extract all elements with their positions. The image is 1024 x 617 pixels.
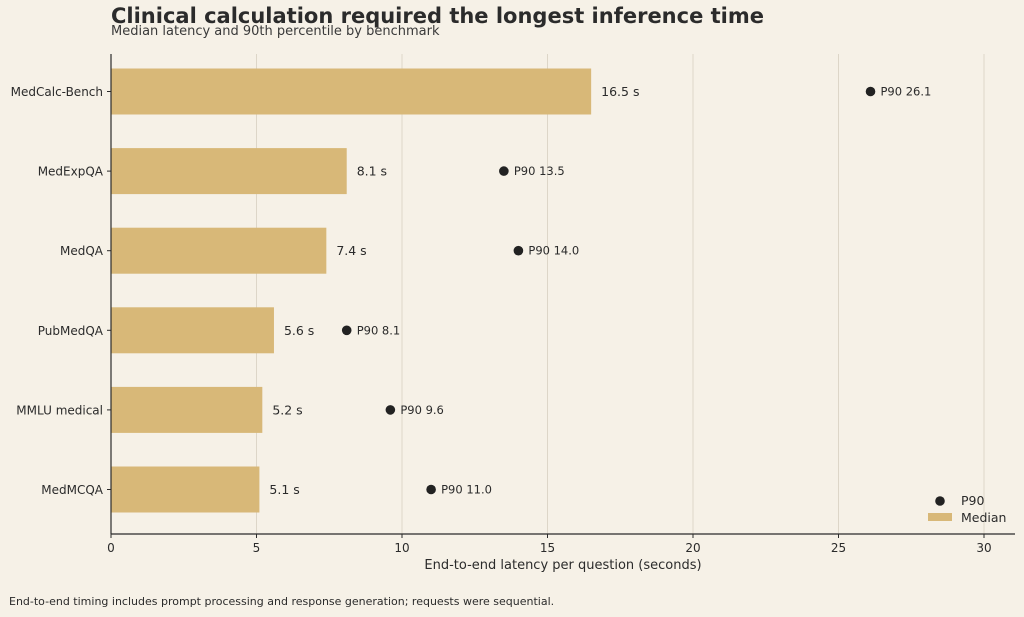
- point-value-label: P90 14.0: [528, 244, 579, 258]
- chart-subtitle: Median latency and 90th percentile by be…: [111, 24, 440, 39]
- x-tick-label: 15: [540, 541, 555, 555]
- point-value-label: P90 9.6: [400, 403, 444, 417]
- bar-median: [111, 68, 592, 115]
- bar-value-label: 16.5 s: [601, 84, 639, 99]
- bar-median: [111, 386, 263, 433]
- bar-value-label: 5.2 s: [272, 402, 302, 417]
- legend: P90 Median: [928, 493, 1006, 525]
- y-tick-label: MedCalc-Bench: [11, 85, 103, 99]
- x-axis-label: End-to-end latency per question (seconds…: [424, 558, 701, 573]
- chart-title: Clinical calculation required the longes…: [111, 4, 764, 28]
- grid-lines: [256, 54, 985, 534]
- bar-median: [111, 307, 274, 354]
- y-tick-label: MedQA: [60, 244, 104, 258]
- x-tick-label: 10: [394, 541, 409, 555]
- bar-median: [111, 466, 260, 513]
- p90-points: P90 26.1 P90 13.5 P90 14.0 P90 8.1 P90 9.6 P9…: [341, 85, 932, 497]
- y-tick-label: MMLU medical: [16, 403, 103, 417]
- median-bars: 16.5 s 8.1 s 7.4 s 5.6 s 5.2 s 5.1 s: [111, 68, 639, 513]
- y-tick-label: PubMedQA: [38, 324, 104, 338]
- chart-footnote: End-to-end timing includes prompt proces…: [9, 595, 555, 608]
- bar-value-label: 7.4 s: [336, 243, 366, 258]
- legend-label-median: Median: [961, 510, 1006, 525]
- x-tick-label: 25: [831, 541, 846, 555]
- y-tick-label: MedExpQA: [38, 165, 104, 179]
- bar-value-label: 5.6 s: [284, 323, 314, 338]
- point-p90: [499, 166, 509, 176]
- x-tick-label: 30: [976, 541, 991, 555]
- legend-label-p90: P90: [961, 493, 984, 508]
- point-value-label: P90 11.0: [441, 483, 492, 497]
- x-tick-label: 20: [685, 541, 700, 555]
- x-tick-label: 0: [107, 541, 115, 555]
- axes: MedCalc-Bench MedExpQA MedQA PubMedQA MMLU m…: [11, 54, 1015, 573]
- bar-median: [111, 227, 327, 274]
- legend-marker-p90: [935, 496, 945, 506]
- point-p90: [341, 325, 352, 336]
- bar-value-label: 8.1 s: [357, 164, 387, 179]
- legend-marker-median: [928, 513, 952, 521]
- point-p90: [385, 405, 396, 415]
- point-value-label: P90 26.1: [881, 85, 932, 99]
- y-tick-label: MedMCQA: [41, 483, 104, 497]
- bar-value-label: 5.1 s: [269, 482, 299, 497]
- point-p90: [865, 86, 876, 97]
- point-p90: [513, 245, 524, 256]
- point-value-label: P90 13.5: [514, 164, 565, 178]
- bar-median: [111, 148, 347, 195]
- point-p90: [426, 484, 436, 495]
- x-tick-label: 5: [253, 541, 261, 555]
- point-value-label: P90 8.1: [357, 323, 401, 337]
